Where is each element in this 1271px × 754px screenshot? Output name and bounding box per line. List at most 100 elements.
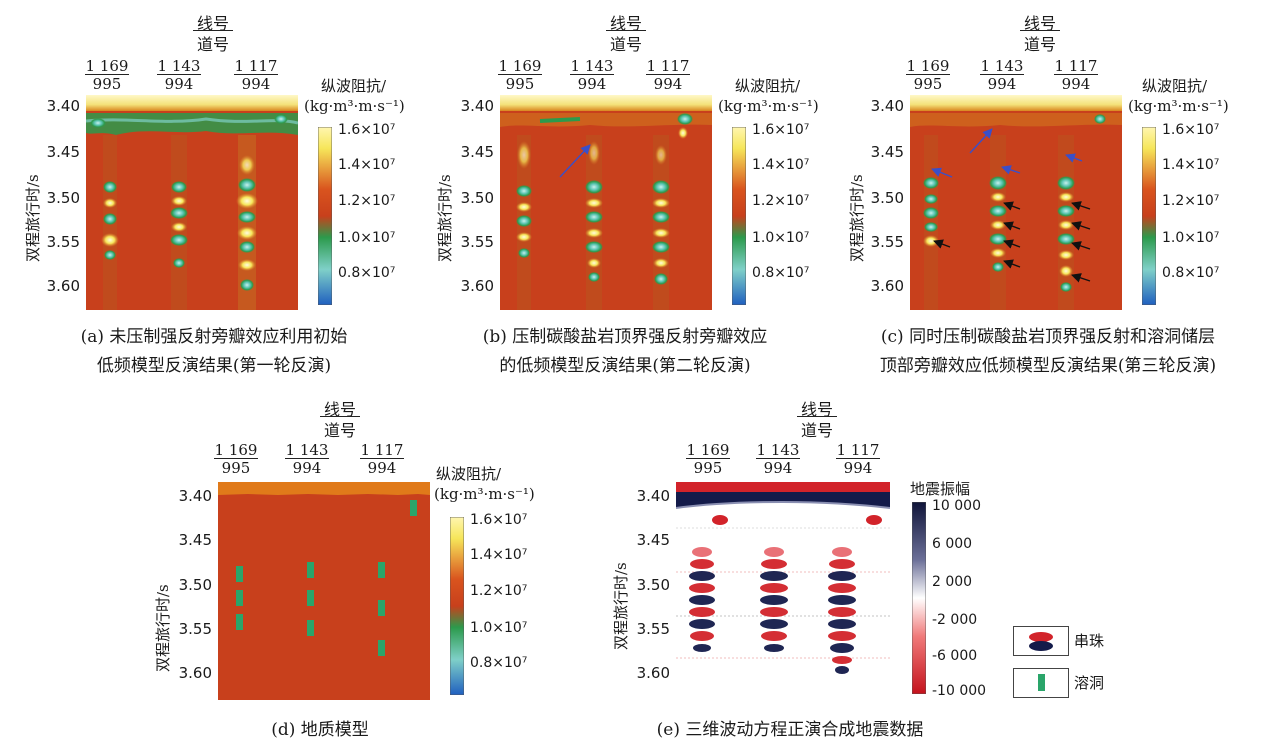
black-arrow bbox=[933, 239, 951, 249]
impedance-plot bbox=[910, 95, 1122, 310]
panel-b: 线号 道号 1 169 995 1 143 994 1 117 994 双程旅行… bbox=[410, 0, 840, 390]
y-tick: 3.45 bbox=[870, 143, 904, 161]
y-tick: 3.45 bbox=[178, 531, 212, 549]
y-tick: 3.40 bbox=[460, 97, 494, 115]
trace-3-number: 994 bbox=[646, 74, 690, 93]
colorbar-title: 纵波阻抗/ bbox=[321, 77, 387, 95]
colorbar-tick: 1.0×10⁷ bbox=[470, 620, 528, 636]
caption-a-line1: (a) 未压制强反射旁瓣效应利用初始 bbox=[80, 327, 348, 347]
line-label: 线号 bbox=[196, 14, 229, 33]
y-tick: 3.60 bbox=[636, 664, 670, 682]
impedance-colorbar bbox=[450, 517, 464, 695]
y-tick: 3.55 bbox=[870, 233, 904, 251]
seismic-trace-1 bbox=[689, 547, 715, 652]
trace-2-number: 994 bbox=[570, 74, 614, 93]
trace-2-number: 994 bbox=[756, 458, 800, 477]
cave-model bbox=[410, 500, 417, 516]
trace-column-3 bbox=[236, 135, 258, 310]
seismic-trace-3 bbox=[828, 547, 856, 674]
caption-b-line1: (b) 压制碳酸盐岩顶界强反射旁瓣效应 bbox=[482, 327, 768, 347]
y-tick: 3.50 bbox=[460, 189, 494, 207]
colorbar-units: (kg·m³·m·s⁻¹) bbox=[434, 485, 535, 503]
black-arrow bbox=[1071, 201, 1091, 211]
black-arrow bbox=[1071, 221, 1091, 231]
seismic-colorbar bbox=[912, 502, 926, 694]
cave-model bbox=[307, 620, 314, 636]
colorbar-tick: 1.6×10⁷ bbox=[1162, 122, 1220, 138]
colorbar-tick: 1.2×10⁷ bbox=[470, 583, 528, 599]
cave-model bbox=[307, 562, 314, 578]
trace-2-line: 1 143 bbox=[285, 441, 329, 459]
trace-column-3 bbox=[652, 135, 670, 310]
caption-c-line2: 顶部旁瓣效应低频模型反演结果(第三轮反演) bbox=[879, 356, 1217, 376]
colorbar-tick: 2 000 bbox=[932, 574, 973, 590]
line-label: 线号 bbox=[323, 400, 356, 419]
bead-icon bbox=[1029, 632, 1053, 651]
trace-column-2 bbox=[585, 135, 603, 310]
y-tick: 3.55 bbox=[636, 620, 670, 638]
colorbar-tick: 1.2×10⁷ bbox=[752, 193, 810, 209]
trace-label: 道号 bbox=[606, 30, 646, 55]
trace-1-number: 995 bbox=[85, 74, 129, 93]
y-tick: 3.55 bbox=[46, 233, 80, 251]
colorbar-tick: 1.4×10⁷ bbox=[1162, 157, 1220, 173]
cave-model bbox=[378, 562, 385, 578]
trace-3-number: 994 bbox=[1054, 74, 1098, 93]
caption-b-line2: 的低频模型反演结果(第二轮反演) bbox=[499, 356, 751, 376]
blue-arrow bbox=[969, 128, 993, 154]
colorbar-tick: 1.4×10⁷ bbox=[470, 547, 528, 563]
cave-model bbox=[378, 600, 385, 616]
panel-a: 线号 道号 1 169 995 1 143 994 1 117 994 双程旅行… bbox=[0, 0, 430, 390]
y-tick: 3.60 bbox=[870, 277, 904, 295]
line-label: 线号 bbox=[1023, 14, 1056, 33]
trace-3-line: 1 117 bbox=[646, 57, 690, 75]
seismic-trace-2 bbox=[760, 547, 788, 652]
colorbar-tick: -6 000 bbox=[932, 648, 978, 664]
trace-2-line: 1 143 bbox=[570, 57, 614, 75]
colorbar-units: (kg·m³·m·s⁻¹) bbox=[718, 97, 819, 115]
y-tick: 3.40 bbox=[46, 97, 80, 115]
legend-cave-label: 溶洞 bbox=[1074, 674, 1105, 692]
blue-arrow bbox=[1065, 153, 1083, 163]
trace-2-line: 1 143 bbox=[756, 441, 800, 459]
blue-arrow bbox=[931, 167, 953, 178]
trace-1-number: 995 bbox=[906, 74, 950, 93]
colorbar-tick: 1.2×10⁷ bbox=[338, 193, 396, 209]
colorbar-tick: 1.0×10⁷ bbox=[1162, 230, 1220, 246]
y-tick: 3.55 bbox=[460, 233, 494, 251]
caption-e: (e) 三维波动方程正演合成地震数据 bbox=[656, 720, 924, 740]
trace-1-number: 995 bbox=[214, 458, 258, 477]
colorbar-units: (kg·m³·m·s⁻¹) bbox=[1128, 97, 1229, 115]
line-label: 线号 bbox=[800, 400, 833, 419]
trace-1-number: 995 bbox=[498, 74, 542, 93]
black-arrow bbox=[1003, 221, 1021, 231]
trace-label: 道号 bbox=[320, 416, 360, 441]
trace-1-line: 1 169 bbox=[906, 57, 950, 75]
trace-label: 道号 bbox=[1020, 30, 1060, 55]
trace-3-number: 994 bbox=[360, 458, 404, 477]
trace-column-1 bbox=[516, 135, 532, 310]
y-tick: 3.45 bbox=[460, 143, 494, 161]
colorbar-tick: 1.6×10⁷ bbox=[470, 512, 528, 528]
colorbar-tick: 0.8×10⁷ bbox=[1162, 265, 1220, 281]
cave-model bbox=[236, 566, 243, 582]
impedance-colorbar bbox=[732, 127, 746, 305]
colorbar-tick: 10 000 bbox=[932, 498, 981, 514]
blue-arrow bbox=[559, 144, 591, 178]
colorbar-units: (kg·m³·m·s⁻¹) bbox=[304, 97, 405, 115]
colorbar-tick: 1.0×10⁷ bbox=[752, 230, 810, 246]
colorbar-tick: 1.0×10⁷ bbox=[338, 230, 396, 246]
seismic-plot bbox=[676, 482, 890, 700]
trace-3-number: 994 bbox=[836, 458, 880, 477]
colorbar-tick: 6 000 bbox=[932, 536, 973, 552]
trace-label: 道号 bbox=[797, 416, 837, 441]
black-arrow bbox=[1003, 259, 1021, 269]
cave-icon bbox=[1038, 674, 1045, 691]
cave-model bbox=[307, 590, 314, 606]
legend-bead-label: 串珠 bbox=[1074, 632, 1105, 650]
y-tick: 3.60 bbox=[46, 277, 80, 295]
colorbar-title: 纵波阻抗/ bbox=[735, 77, 801, 95]
trace-3-number: 994 bbox=[234, 74, 278, 93]
colorbar-tick: -10 000 bbox=[932, 683, 987, 699]
trace-column-2 bbox=[170, 135, 188, 310]
